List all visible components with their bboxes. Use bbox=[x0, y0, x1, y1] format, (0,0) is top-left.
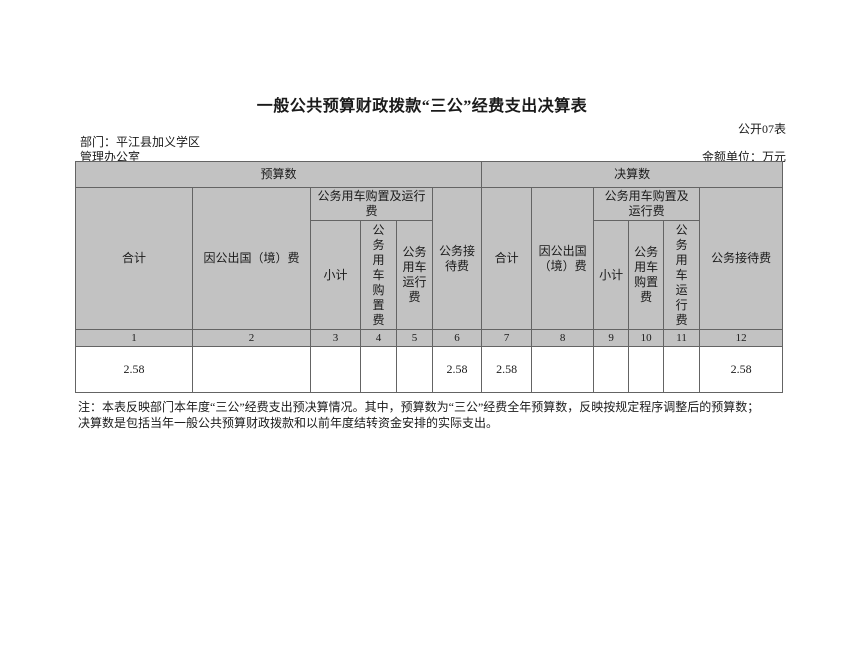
final-vehicle-group-header: 公务用车购置及 运行费 bbox=[593, 187, 701, 221]
final-subtotal-header: 小计 bbox=[593, 220, 630, 330]
data-cell-final-abroad bbox=[531, 346, 595, 393]
data-cell-final-subtotal bbox=[593, 346, 630, 393]
final-abroad-header: 因公出国 （境）费 bbox=[531, 187, 595, 330]
column-number: 2 bbox=[192, 329, 311, 347]
data-cell-budget-total: 2.58 bbox=[75, 346, 193, 393]
column-number: 3 bbox=[310, 329, 361, 347]
table-note: 注：本表反映部门本年度“三公”经费支出预决算情况。其中，预算数为“三公”经费全年… bbox=[78, 399, 759, 431]
budget-abroad-header: 因公出国（境）费 bbox=[192, 187, 311, 330]
budget-section-header: 预算数 bbox=[74, 161, 483, 188]
page-title: 一般公共预算财政拨款“三公”经费支出决算表 bbox=[256, 98, 588, 115]
table-code-label: 公开07表 bbox=[737, 122, 786, 136]
budget-reception-header: 公务接 待费 bbox=[431, 187, 483, 330]
budget-vehicle-group-header: 公务用车购置及运行 费 bbox=[310, 187, 433, 221]
column-number: 5 bbox=[396, 329, 433, 347]
department-line2: 管理办公室 bbox=[80, 150, 141, 164]
budget-vehicle-purchase-header: 公 务 用 车 购 置 费 bbox=[360, 220, 397, 330]
column-number: 9 bbox=[593, 329, 630, 347]
column-number: 11 bbox=[663, 329, 701, 347]
three-public-expense-table: 预算数 决算数 合计 因公出国（境）费 公务用车购置及运行 费 公务接 待费 合… bbox=[74, 161, 784, 393]
final-total-header: 合计 bbox=[481, 187, 533, 330]
data-cell-final-total: 2.58 bbox=[481, 346, 533, 393]
column-number: 7 bbox=[481, 329, 533, 347]
data-cell-budget-subtotal bbox=[310, 346, 361, 393]
budget-total-header: 合计 bbox=[75, 187, 193, 330]
column-number: 6 bbox=[431, 329, 483, 347]
final-reception-header: 公务接待费 bbox=[699, 187, 784, 330]
data-cell-budget-abroad bbox=[192, 346, 311, 393]
note-line2: 决算数是包括当年一般公共预算财政拨款和以前年度结转资金安排的实际支出。 bbox=[78, 416, 499, 430]
column-number: 1 bbox=[75, 329, 193, 347]
column-number: 12 bbox=[699, 329, 784, 347]
data-cell-final-reception: 2.58 bbox=[699, 346, 784, 393]
final-section-header: 决算数 bbox=[481, 161, 784, 188]
data-cell-final-vehicle-operation bbox=[663, 346, 701, 393]
column-number: 10 bbox=[628, 329, 665, 347]
data-cell-final-vehicle-purchase bbox=[628, 346, 665, 393]
budget-subtotal-header: 小计 bbox=[310, 220, 361, 330]
data-cell-budget-vehicle-purchase bbox=[360, 346, 397, 393]
department-line1: 部门：平江县加义学区 bbox=[80, 135, 201, 149]
final-vehicle-operation-header: 公 务 用 车 运 行 费 bbox=[663, 220, 701, 330]
column-number: 4 bbox=[360, 329, 397, 347]
budget-vehicle-operation-header: 公务 用车 运行 费 bbox=[396, 220, 433, 330]
data-cell-budget-vehicle-operation bbox=[396, 346, 433, 393]
column-number: 8 bbox=[531, 329, 595, 347]
amount-unit-label: 金额单位：万元 bbox=[701, 150, 786, 164]
final-vehicle-purchase-header: 公务 用车 购置 费 bbox=[628, 220, 665, 330]
data-cell-budget-reception: 2.58 bbox=[431, 346, 483, 393]
note-line1: 注：本表反映部门本年度“三公”经费支出预决算情况。其中，预算数为“三公”经费全年… bbox=[78, 400, 760, 414]
